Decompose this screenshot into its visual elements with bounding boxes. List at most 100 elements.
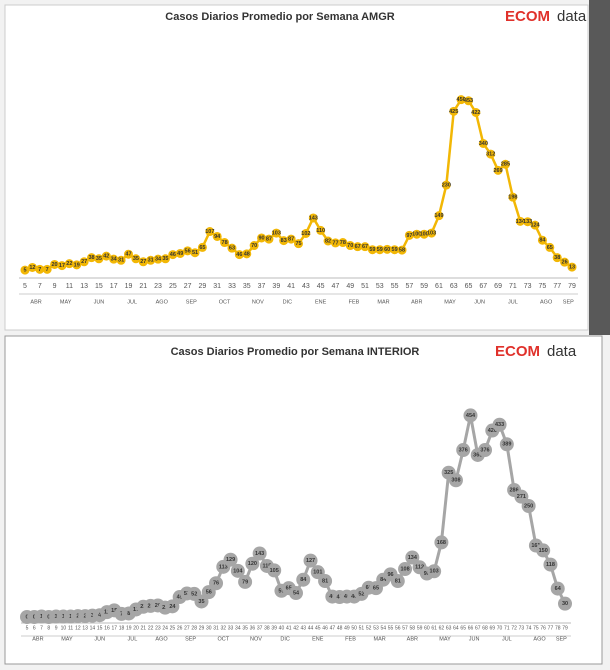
data-point xyxy=(101,251,111,261)
x-tick-label: 71 xyxy=(504,625,510,631)
data-point xyxy=(35,264,45,274)
x-tick-label: 77 xyxy=(548,625,554,631)
data-point xyxy=(427,228,437,238)
data-label: 21 xyxy=(162,605,168,611)
x-tick-label: 19 xyxy=(125,283,133,290)
data-point xyxy=(434,535,449,550)
data-label: 34 xyxy=(111,257,118,263)
data-label: 325 xyxy=(444,470,453,476)
data-label: 308 xyxy=(451,478,460,484)
data-point xyxy=(492,417,507,432)
data-label: 46 xyxy=(170,252,176,258)
data-point xyxy=(486,149,496,159)
x-tick-label: 76 xyxy=(540,625,546,631)
data-label: 124 xyxy=(530,223,540,229)
data-point xyxy=(308,213,318,223)
data-point xyxy=(279,236,289,246)
data-label: 31 xyxy=(118,258,124,264)
x-tick-label: 41 xyxy=(287,283,295,290)
data-label: 30 xyxy=(562,601,568,607)
x-tick-label: 55 xyxy=(391,283,399,290)
data-point xyxy=(500,159,510,169)
data-label: 35 xyxy=(96,256,102,262)
data-label: 64 xyxy=(555,586,562,592)
data-point xyxy=(79,257,89,267)
data-label: 5 xyxy=(23,268,26,274)
chart-title: Casos Diarios Promedio por Semana INTERI… xyxy=(171,346,420,358)
data-label: 1 xyxy=(40,614,43,620)
x-tick-label: 31 xyxy=(213,283,221,290)
data-point xyxy=(456,443,471,458)
data-label: 84 xyxy=(539,238,546,244)
month-label: ABR xyxy=(32,636,43,642)
x-tick-label: 16 xyxy=(104,625,110,631)
data-label: 67 xyxy=(362,244,368,250)
data-label: 48 xyxy=(244,251,250,257)
data-label: 63 xyxy=(229,246,235,252)
data-label: 340 xyxy=(479,141,488,147)
data-point xyxy=(323,236,333,246)
data-label: 67 xyxy=(355,244,361,250)
month-label: MAR xyxy=(377,299,389,305)
x-tick-label: 54 xyxy=(380,625,386,631)
x-tick-label: 11 xyxy=(68,625,73,631)
data-label: 34 xyxy=(155,257,162,263)
x-tick-label: 21 xyxy=(141,625,147,631)
data-label: 20 xyxy=(52,262,58,268)
data-point xyxy=(412,229,422,239)
x-tick-label: 35 xyxy=(242,625,248,631)
data-label: 433 xyxy=(495,422,504,428)
month-label: MAY xyxy=(60,299,72,305)
data-point xyxy=(175,248,185,258)
data-label: 83 xyxy=(281,238,287,244)
x-tick-label: 45 xyxy=(317,283,325,290)
data-point xyxy=(131,254,141,264)
data-point xyxy=(316,225,326,235)
x-tick-label: 66 xyxy=(468,625,474,631)
data-point xyxy=(242,249,252,259)
data-point xyxy=(419,229,429,239)
data-label: 52 xyxy=(358,591,364,597)
data-label: 51 xyxy=(192,250,198,256)
data-point xyxy=(375,245,385,255)
data-point xyxy=(301,228,311,238)
data-point xyxy=(227,243,237,253)
x-tick-label: 24 xyxy=(162,625,168,631)
x-tick-label: 75 xyxy=(539,283,547,290)
data-label: 77 xyxy=(332,240,338,246)
data-point xyxy=(545,242,555,252)
data-label: 45 xyxy=(177,594,183,600)
x-tick-label: 30 xyxy=(206,625,212,631)
x-tick-label: 31 xyxy=(213,625,219,631)
data-point xyxy=(499,437,514,452)
data-label: 103 xyxy=(272,231,281,237)
month-label: AGO xyxy=(540,299,553,305)
data-point xyxy=(493,165,503,175)
x-tick-label: 23 xyxy=(154,283,162,290)
data-label: 60 xyxy=(384,247,390,253)
data-point xyxy=(64,259,74,269)
data-point xyxy=(478,138,488,148)
data-point xyxy=(353,242,363,252)
x-tick-label: 49 xyxy=(346,283,354,290)
data-point xyxy=(94,254,104,264)
x-tick-label: 40 xyxy=(279,625,285,631)
data-point xyxy=(558,596,572,611)
data-label: 13 xyxy=(569,265,575,271)
x-tick-label: 64 xyxy=(453,625,459,631)
month-label: MAY xyxy=(444,299,456,305)
x-tick-label: 65 xyxy=(460,625,466,631)
data-label: 2 xyxy=(76,614,79,620)
data-label: 425 xyxy=(449,109,458,115)
data-label: 271 xyxy=(517,494,526,500)
x-tick-label: 63 xyxy=(446,625,452,631)
month-label: DIC xyxy=(280,636,290,642)
data-label: 52 xyxy=(191,591,197,597)
x-tick-label: 25 xyxy=(170,625,176,631)
data-point xyxy=(109,254,119,264)
data-point xyxy=(397,245,407,255)
data-label: 376 xyxy=(459,448,468,454)
data-label: 22 xyxy=(66,261,72,267)
data-label: 78 xyxy=(340,240,346,246)
data-label: 81 xyxy=(322,578,328,584)
